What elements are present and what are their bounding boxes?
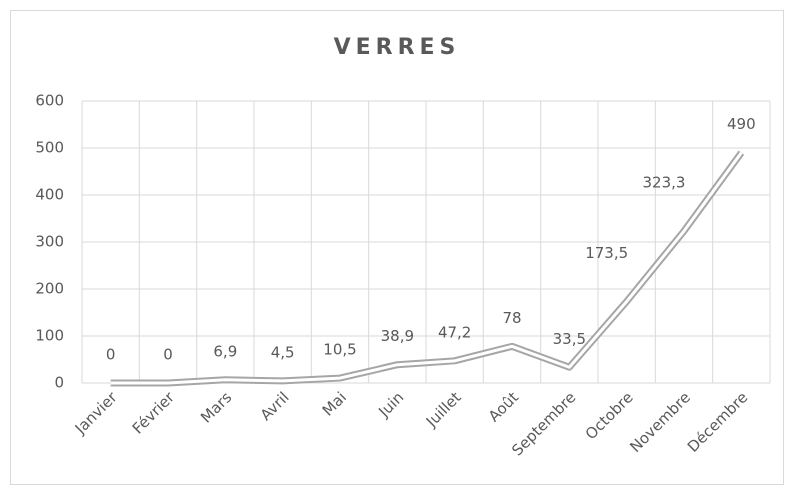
data-label: 33,5 xyxy=(553,330,586,348)
data-label: 0 xyxy=(106,346,116,364)
data-label: 0 xyxy=(163,346,173,364)
y-tick-label: 300 xyxy=(35,233,64,251)
chart-title: VERRES xyxy=(334,35,461,60)
data-label: 10,5 xyxy=(323,341,356,359)
data-label: 78 xyxy=(502,309,521,327)
data-label: 173,5 xyxy=(585,244,628,262)
data-label: 38,9 xyxy=(381,327,414,345)
data-label: 47,2 xyxy=(438,323,471,341)
y-tick-label: 400 xyxy=(35,186,64,204)
y-tick-label: 600 xyxy=(35,92,64,110)
series-line-inner xyxy=(110,151,743,385)
y-tick-label: 0 xyxy=(54,374,64,392)
y-tick-label: 200 xyxy=(35,280,64,298)
data-label: 323,3 xyxy=(643,174,686,192)
data-label: 4,5 xyxy=(271,343,295,361)
y-tick-label: 100 xyxy=(35,327,64,345)
data-label: 490 xyxy=(727,115,756,133)
y-tick-label: 500 xyxy=(35,139,64,157)
data-label: 6,9 xyxy=(213,342,237,360)
